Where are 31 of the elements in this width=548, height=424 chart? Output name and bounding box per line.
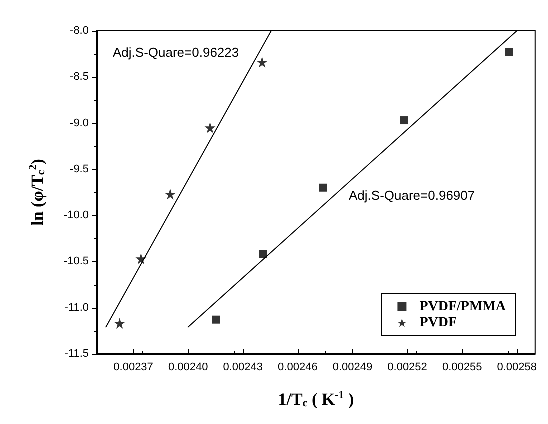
point [400,116,408,125]
x-tick-label: 0.00246 [278,362,318,374]
point [114,318,126,330]
x-tick-label: 0.00258 [497,362,537,374]
annotation: Adj.S-Quare=0.96223 [113,45,240,60]
x-tick-label: 0.00249 [332,362,373,374]
point [505,48,514,56]
point [256,56,268,68]
y-tick-label: -11.0 [64,302,89,314]
y-tick-label: -9.5 [70,163,89,176]
y-tick-label: -8.5 [70,71,89,84]
y-tick-label: -10.5 [64,256,89,268]
point [136,253,147,264]
y-axis-title: ln (φ/Tc2) [28,159,48,226]
x-tick-label: 0.00255 [442,362,482,374]
annotation: Adj.S-Quare=0.96907 [349,188,476,203]
y-tick-label: -11.5 [64,348,89,360]
y-tick-label: -10.0 [64,210,89,222]
point [204,122,216,134]
legend-label: PVDF [420,316,458,330]
x-tick-label: 0.00240 [168,362,208,374]
point [164,188,176,200]
legend-label: PVDF/PMMA [420,300,507,314]
x-tick-label: 0.00252 [388,362,428,374]
x-tick-label: 0.00243 [223,362,264,374]
x-tick-label: 0.00237 [114,362,154,374]
y-tick-label: -9.0 [70,117,89,130]
y-tick-label: -8.0 [70,25,89,37]
point [212,316,220,324]
point [259,250,268,258]
point [320,184,328,192]
